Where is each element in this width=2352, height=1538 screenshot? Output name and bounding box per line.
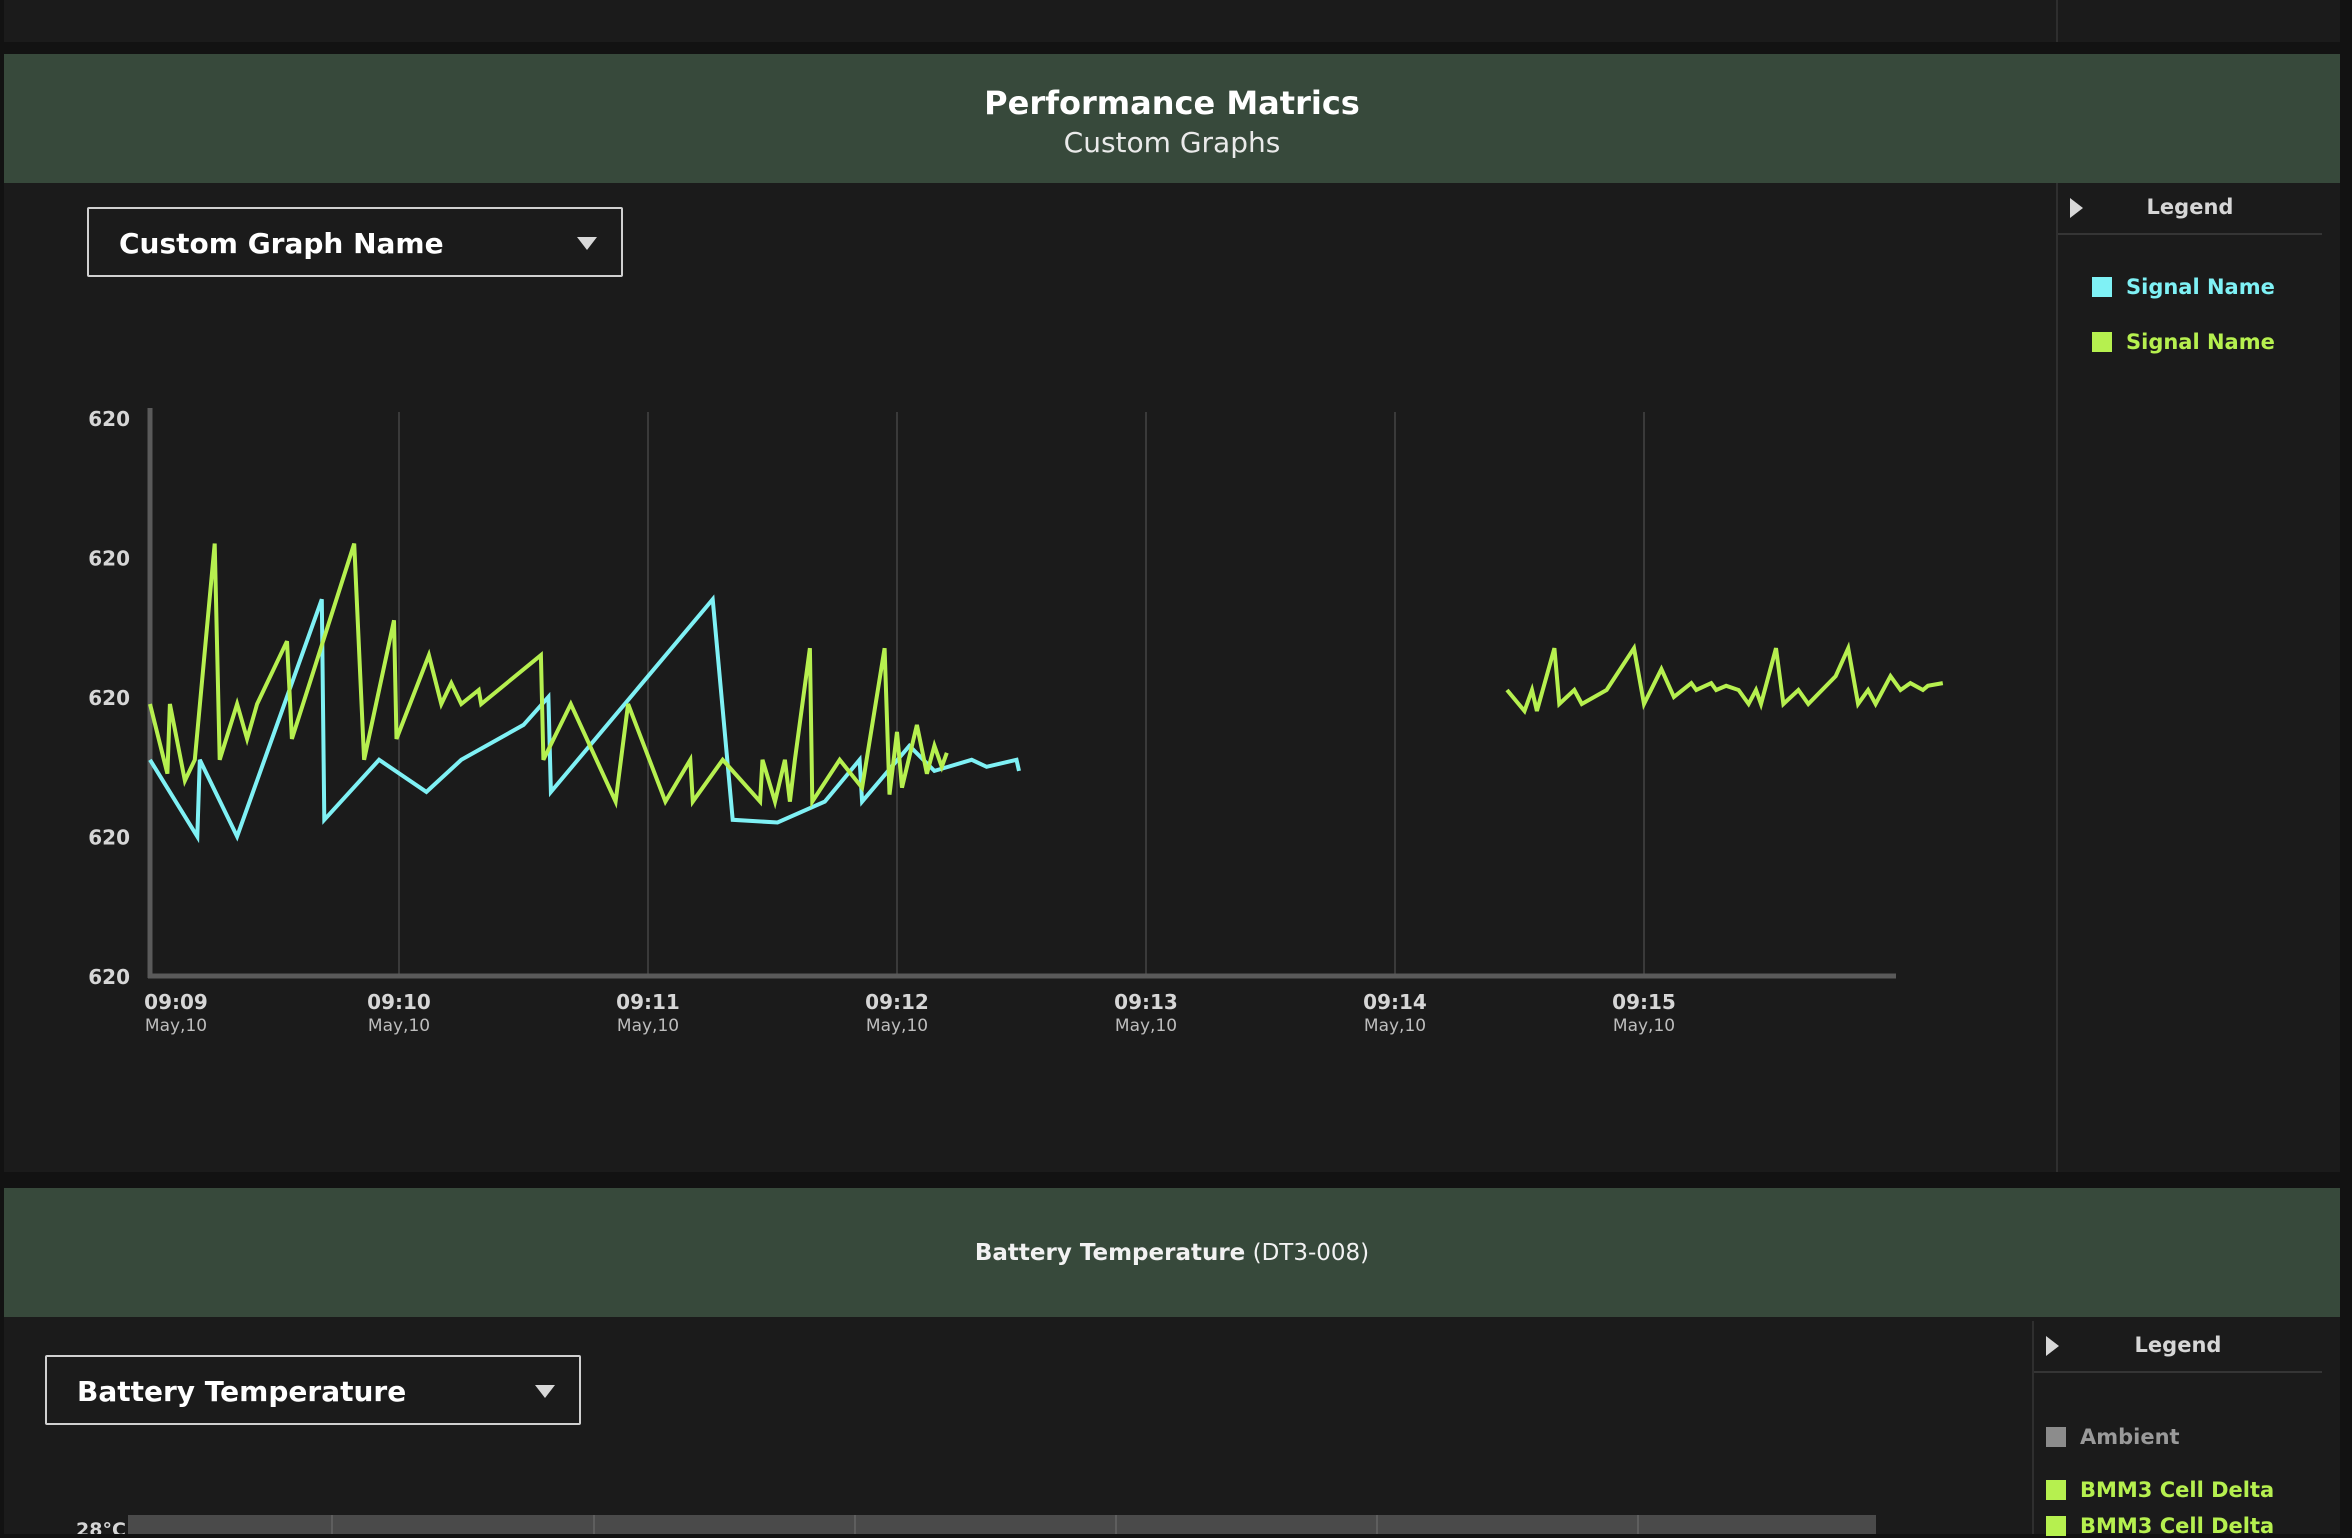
y-tick-label: 620 xyxy=(88,407,130,431)
triangle-right-icon[interactable] xyxy=(2070,198,2083,218)
battery-title: Battery Temperature (DT3-008) xyxy=(4,1188,2340,1266)
x-tick-label: 09:11 xyxy=(616,990,680,1014)
legend-title: Legend xyxy=(2146,195,2234,219)
x-tick-label: 09:13 xyxy=(1114,990,1178,1014)
chevron-down-icon xyxy=(535,1385,555,1398)
battery-chart-gridlines xyxy=(331,1515,1639,1534)
performance-title: Performance Matrics xyxy=(984,84,1360,122)
x-tick-label: 09:10 xyxy=(367,990,431,1014)
x-tick-date: May,10 xyxy=(368,1016,430,1036)
legend-item-bmm3-cell-delta[interactable]: BMM3 Cell Delta xyxy=(2046,1478,2274,1502)
legend-item-label: Ambient xyxy=(2080,1425,2180,1449)
legend-swatch xyxy=(2046,1480,2066,1500)
battery-y-tick-label: 28°C xyxy=(76,1519,126,1534)
series-line xyxy=(148,542,949,810)
legend-item-bmm3-cell-delta-2[interactable]: BMM3 Cell Delta xyxy=(2046,1514,2274,1538)
legend-swatch xyxy=(2092,332,2112,352)
legend-swatch xyxy=(2046,1427,2066,1447)
custom-graph-dropdown-label: Custom Graph Name xyxy=(119,227,444,260)
legend-item-label: Signal Name xyxy=(2126,275,2275,299)
x-tick-date: May,10 xyxy=(866,1016,928,1036)
strip-divider xyxy=(2056,0,2058,42)
battery-title-bold: Battery Temperature xyxy=(974,1240,1246,1266)
y-tick-label: 620 xyxy=(88,965,130,989)
performance-header: Performance Matrics Custom Graphs xyxy=(4,54,2340,183)
legend-swatch xyxy=(2046,1516,2066,1536)
previous-panel-strip xyxy=(4,0,2340,42)
legend-title: Legend xyxy=(2134,1333,2222,1357)
performance-legend: Legend Signal Name Signal Name xyxy=(2056,183,2342,1172)
battery-header: Battery Temperature (DT3-008) xyxy=(4,1188,2340,1317)
battery-legend: Legend Ambient BMM3 Cell Delta BMM3 Cell… xyxy=(2032,1321,2342,1538)
chevron-down-icon xyxy=(577,237,597,250)
battery-temperature-dropdown[interactable]: Battery Temperature xyxy=(45,1355,581,1425)
performance-chart: 62062062062062009:09May,1009:10May,1009:… xyxy=(88,407,1944,1036)
performance-subtitle: Custom Graphs xyxy=(1063,126,1281,159)
legend-item-signal-cyan[interactable]: Signal Name xyxy=(2092,275,2275,299)
x-tick-date: May,10 xyxy=(617,1016,679,1036)
x-tick-date: May,10 xyxy=(145,1016,207,1036)
y-tick-label: 620 xyxy=(88,547,130,571)
y-tick-label: 620 xyxy=(88,826,130,850)
battery-chart: 28°C xyxy=(76,1515,1876,1534)
legend-item-label: BMM3 Cell Delta xyxy=(2080,1514,2275,1538)
battery-title-suffix: (DT3-008) xyxy=(1252,1240,1370,1266)
x-tick-label: 09:15 xyxy=(1612,990,1676,1014)
battery-panel: 28°C Battery Temperature Legend Ambient … xyxy=(4,1317,2342,1538)
legend-header[interactable]: Legend xyxy=(2034,1321,2322,1373)
triangle-right-icon[interactable] xyxy=(2046,1336,2059,1356)
series-line xyxy=(1505,641,1944,715)
legend-swatch xyxy=(2092,277,2112,297)
x-tick-date: May,10 xyxy=(1115,1016,1177,1036)
battery-dropdown-label: Battery Temperature xyxy=(77,1375,407,1408)
legend-item-ambient[interactable]: Ambient xyxy=(2046,1425,2180,1449)
custom-graph-dropdown[interactable]: Custom Graph Name xyxy=(87,207,623,277)
legend-header[interactable]: Legend xyxy=(2058,183,2322,235)
x-tick-label: 09:09 xyxy=(144,990,208,1014)
x-tick-label: 09:14 xyxy=(1363,990,1427,1014)
legend-item-signal-green[interactable]: Signal Name xyxy=(2092,330,2275,354)
y-tick-label: 620 xyxy=(88,686,130,710)
battery-chart-plot-area xyxy=(128,1515,1876,1534)
x-tick-date: May,10 xyxy=(1364,1016,1426,1036)
legend-item-label: BMM3 Cell Delta xyxy=(2080,1478,2275,1502)
legend-item-label: Signal Name xyxy=(2126,330,2275,354)
x-tick-label: 09:12 xyxy=(865,990,929,1014)
x-tick-date: May,10 xyxy=(1613,1016,1675,1036)
performance-panel: 620 620 620 620 620 09:09 May,10 09:10 May,10 09:… xyxy=(4,183,2340,1172)
